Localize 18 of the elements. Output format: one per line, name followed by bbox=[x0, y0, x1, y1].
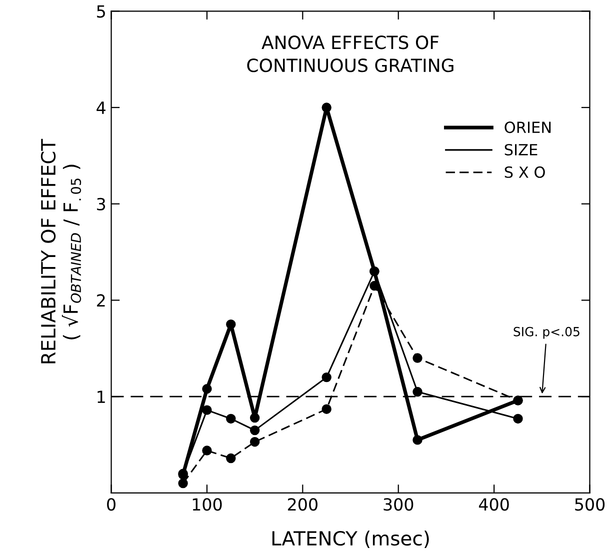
legend-label: S X O bbox=[504, 166, 545, 178]
text: ANOVA EFFECTS OF CONTINUOUS GRATING bbox=[247, 36, 454, 72]
x-axis-title: LATENCY (msec) bbox=[272, 530, 429, 548]
x-tick-label: 200 bbox=[288, 498, 318, 511]
y-tick-label: 3 bbox=[97, 198, 106, 210]
x-tick-label: 0 bbox=[107, 498, 116, 511]
y-tick-label: 4 bbox=[96, 102, 106, 114]
y-tick-label: 2 bbox=[97, 294, 105, 307]
x-tick-label: 400 bbox=[478, 498, 509, 511]
x-tick-label: 100 bbox=[192, 498, 222, 511]
y-tick-label: 5 bbox=[97, 5, 105, 18]
y-axis-title: RELIABILITY OF EFFECT ( √F$_{OBTAINED}$ / F$_{.05}$ ) bbox=[40, 138, 82, 364]
ref-line-label: SIG. p<.05 bbox=[514, 326, 580, 339]
x-tick-label: 500 bbox=[575, 498, 605, 511]
x-tick-label: 300 bbox=[384, 498, 414, 511]
y-tick-label: 1 bbox=[98, 390, 105, 403]
legend-label: ORIEN bbox=[504, 122, 551, 134]
legend-label: SIZE bbox=[504, 144, 538, 156]
